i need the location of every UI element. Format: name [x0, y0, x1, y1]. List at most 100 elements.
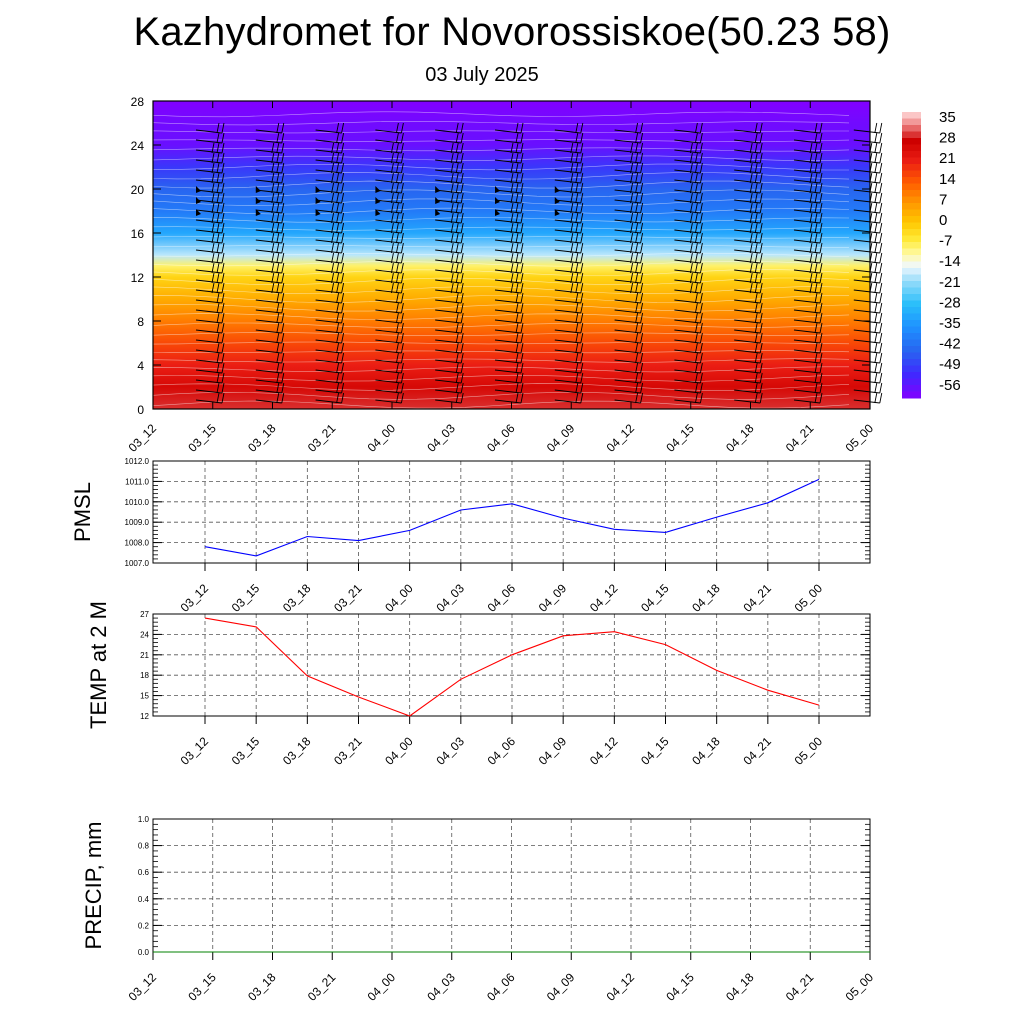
colorbar-label: -7 [939, 233, 952, 250]
x-tick-label: 03_21 [305, 421, 339, 455]
pmsl-frame [152, 460, 871, 564]
colorbar-swatch [902, 359, 921, 366]
colorbar-swatch [902, 131, 921, 139]
x-tick-label: 04_18 [723, 421, 757, 455]
pennant-barb [315, 186, 321, 193]
chart-date: 03 July 2025 [425, 64, 539, 86]
y-tick-label: 28 [131, 95, 145, 109]
colorbar-swatch [902, 352, 921, 360]
x-tick-label: 04_21 [783, 970, 817, 1004]
y-tick-label: 20 [131, 183, 145, 197]
colorbar-swatch [902, 255, 921, 262]
chart-title: Kazhydromet for Novorossiskoe(50.23 58) [133, 10, 891, 54]
pennant-barb [435, 209, 441, 216]
colorbar-swatch [902, 391, 921, 399]
colorbar-swatch [902, 118, 921, 126]
colorbar-swatch [902, 216, 921, 223]
temp2m-ylabel: TEMP at 2 M [86, 601, 111, 729]
y-tick-label: 0.2 [138, 921, 150, 930]
y-tick-label: 16 [131, 227, 145, 241]
colorbar-swatch [902, 190, 921, 197]
pennant-barb [554, 186, 560, 193]
x-tick-label: 04_03 [424, 421, 458, 455]
colorbar-label: 7 [939, 191, 947, 208]
y-tick-label: 27 [140, 610, 149, 619]
y-tick-label: 1012.0 [125, 457, 150, 466]
precip-ylabel: PRECIP, mm [81, 822, 106, 950]
colorbar-swatch [902, 320, 921, 327]
pennant-barb [255, 197, 261, 204]
colorbar-swatch [902, 281, 921, 288]
x-tick-label: 03_18 [280, 581, 314, 615]
colorbar-swatch [902, 177, 921, 184]
pennant-barb [435, 197, 441, 204]
pmsl-plot-area [153, 461, 870, 563]
colorbar-swatch [902, 372, 921, 379]
x-tick-label: 03_18 [245, 421, 279, 455]
temp2m-grid [153, 614, 870, 716]
colorbar-swatch [902, 170, 921, 178]
x-tick-label: 04_00 [382, 734, 416, 768]
pennant-barb [196, 186, 201, 193]
colorbar-swatch [902, 203, 921, 210]
x-tick-label: 04_06 [485, 581, 519, 615]
x-tick-label: 04_15 [663, 970, 697, 1004]
y-tick-label: 15 [140, 692, 149, 701]
colorbar-swatch [902, 385, 921, 392]
x-tick-label: 04_18 [689, 734, 723, 768]
x-tick-label: 04_09 [544, 970, 578, 1004]
colorbar-label: -28 [939, 294, 961, 311]
y-tick-label: 12 [131, 271, 145, 285]
temp2m-plot-area [153, 614, 870, 716]
colorbar-label: -49 [939, 356, 961, 373]
pmsl-ylabel: PMSL [70, 482, 95, 542]
x-tick-label: 03_15 [229, 734, 263, 768]
colorbar-label: 21 [939, 150, 956, 167]
temp2m-frame [152, 613, 871, 717]
colorbar-swatch [902, 229, 921, 236]
x-tick-label: 04_12 [604, 970, 638, 1004]
pennant-barb [315, 209, 321, 216]
x-tick-label: 03_12 [126, 970, 160, 1004]
y-tick-label: 1.0 [138, 815, 150, 824]
colorbar-swatch [902, 294, 921, 301]
y-tick-label: 0.4 [138, 895, 150, 904]
colorbar-swatch [902, 261, 921, 269]
colorbar-label: 28 [939, 130, 956, 147]
y-tick-label: 0 [137, 403, 144, 417]
colorbar-swatch [902, 125, 921, 132]
colorbar-swatch [902, 157, 921, 165]
x-tick-label: 04_21 [740, 734, 774, 768]
x-tick-label: 03_18 [280, 734, 314, 768]
y-tick-label: 1007.0 [125, 559, 150, 568]
x-tick-label: 04_15 [638, 581, 672, 615]
colorbar-swatch [902, 300, 921, 308]
y-tick-label: 12 [140, 712, 149, 721]
pennant-barb [255, 209, 261, 216]
pennant-barb [554, 209, 560, 216]
colorbar-swatch [902, 307, 921, 314]
y-tick-label: 0.0 [138, 948, 150, 957]
colorbar-swatch [902, 313, 921, 321]
colorbar-swatch [902, 183, 921, 191]
colorbar-swatch [902, 196, 921, 204]
colorbar-swatch [902, 287, 921, 295]
x-tick-label: 04_15 [638, 734, 672, 768]
x-tick-label: 04_09 [544, 421, 578, 455]
pennant-barb [255, 186, 261, 193]
x-tick-label: 04_00 [382, 581, 416, 615]
pennant-barb [375, 209, 381, 216]
colorbar-label: 0 [939, 212, 947, 229]
x-tick-label: 04_06 [484, 970, 518, 1004]
x-tick-label: 03_15 [229, 581, 263, 615]
y-tick-label: 18 [140, 671, 149, 680]
y-tick-label: 0.6 [138, 868, 150, 877]
x-tick-label: 03_18 [245, 970, 279, 1004]
x-tick-label: 05_00 [843, 421, 877, 455]
x-tick-label: 05_00 [792, 734, 826, 768]
colorbar-label: -42 [939, 336, 961, 353]
colorbar-label: 14 [939, 171, 956, 188]
x-tick-label: 04_12 [587, 734, 621, 768]
colorbar-swatch [902, 235, 921, 243]
